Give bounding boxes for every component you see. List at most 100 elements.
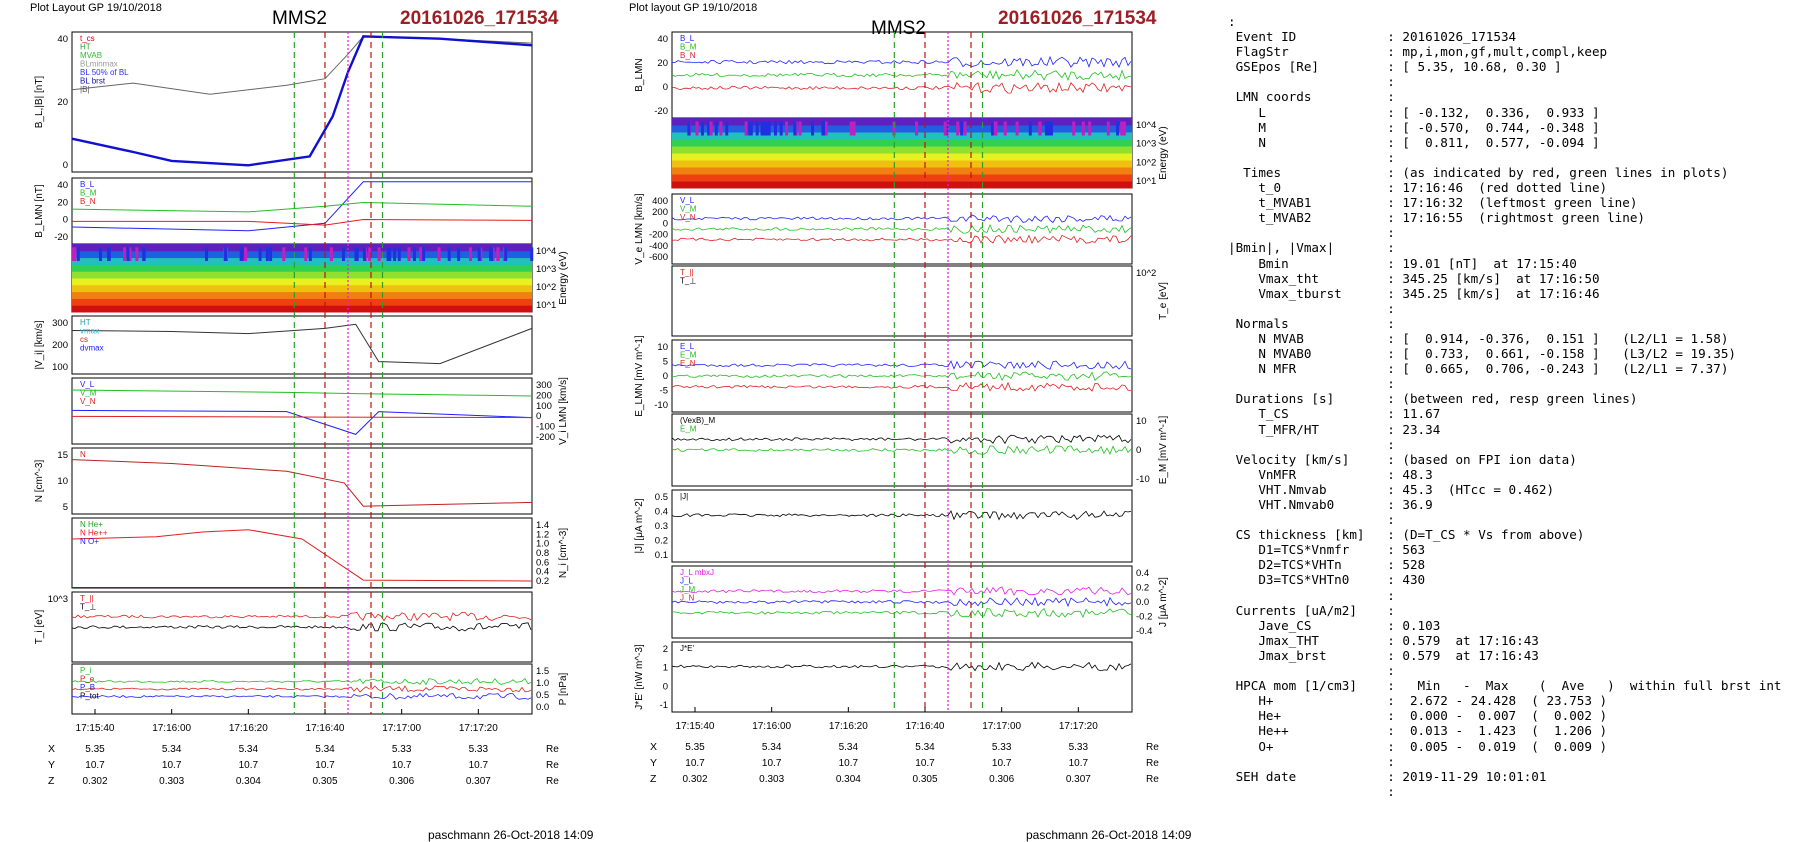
- panel-frame: [71, 177, 533, 245]
- spectrogram-band: [672, 160, 1132, 168]
- legend-entry: P_tot: [80, 692, 99, 701]
- position-value: 5.34: [762, 742, 782, 753]
- y-tick-label: -10: [654, 400, 668, 411]
- position-row-label: Y: [48, 759, 55, 771]
- position-unit: Re: [546, 760, 559, 771]
- trace-line: [71, 622, 532, 632]
- legend-entry: (VexB)_M: [680, 416, 715, 425]
- legend-entry: N He++: [80, 529, 108, 538]
- legend-entry: T_||: [680, 268, 694, 277]
- y-tick-label: 10^3: [536, 264, 556, 275]
- spectrogram-band: [672, 181, 1132, 189]
- spectrogram-noise: [477, 247, 481, 261]
- energy-spectrogram: [672, 118, 1132, 189]
- left-plot-header: Plot Layout GP 19/10/2018: [30, 2, 162, 14]
- spectrogram-noise: [892, 121, 896, 136]
- trace-line: [671, 55, 1132, 69]
- y-tick-label: 0: [63, 215, 68, 226]
- y-tick-label: 5: [63, 502, 68, 513]
- spectrogram-noise: [1116, 121, 1120, 136]
- y-tick-label: -5: [660, 386, 668, 397]
- spectrogram-noise: [377, 247, 381, 261]
- legend-entry: E_M: [680, 351, 697, 360]
- y-tick-label: 0.2: [1136, 583, 1149, 594]
- legend-entry: J_L mbxJ: [680, 568, 714, 577]
- spectrogram-noise: [244, 247, 248, 261]
- y-tick-label: 0.3: [655, 521, 668, 532]
- y-tick-label: 0.6: [536, 557, 549, 568]
- legend-entry: J_L: [680, 577, 693, 586]
- energy-spectrogram: [72, 244, 534, 313]
- legend-entry: |J|: [680, 492, 688, 501]
- position-value: 10.7: [392, 760, 412, 771]
- legend-entry: J*E': [680, 644, 694, 653]
- spectrogram-noise: [388, 247, 392, 261]
- spectrogram-noise: [106, 247, 110, 261]
- spectrogram-noise: [530, 247, 534, 261]
- y-axis-label: |J| [μA m^-2]: [634, 498, 645, 553]
- y-tick-label: -600: [649, 252, 668, 263]
- trace-line: [71, 685, 532, 693]
- spectrogram-noise: [457, 247, 461, 261]
- y-tick-label: 200: [52, 340, 68, 351]
- y-axis-label: E_LMN [mV m^-1]: [634, 335, 645, 417]
- legend-entry: B_L: [680, 34, 695, 43]
- y-tick-label: 0.0: [1136, 597, 1149, 608]
- spectrogram-band: [672, 167, 1132, 175]
- spectrogram-noise: [1015, 121, 1019, 136]
- position-value: 10.7: [162, 760, 182, 771]
- spectrogram-noise: [258, 247, 262, 261]
- legend-entry: J_M: [680, 585, 695, 594]
- y-tick-label: 0.1: [655, 550, 668, 561]
- y-tick-label: 10^3: [1136, 139, 1156, 150]
- spectrogram-noise: [135, 247, 139, 261]
- spectrogram-band: [672, 125, 1132, 133]
- y-tick-label: 10^1: [536, 300, 556, 311]
- spectrogram-noise: [994, 121, 998, 136]
- position-value: 5.34: [315, 744, 335, 755]
- spectrogram-noise: [915, 121, 919, 136]
- x-tick-label: 17:17:20: [1059, 721, 1098, 732]
- spectrogram-band: [672, 118, 1132, 126]
- y-tick-label: 0: [536, 411, 541, 422]
- panel-frame: [71, 377, 533, 445]
- spectrogram-noise: [98, 247, 102, 261]
- y-tick-label: 10^1: [1136, 176, 1156, 187]
- legend-entry: T_⊥: [80, 603, 96, 612]
- position-value: 0.307: [466, 776, 491, 787]
- position-value: 0.303: [159, 776, 184, 787]
- legend-entry: B_M: [680, 43, 697, 52]
- spectrogram-noise: [437, 247, 441, 261]
- series-line-n-he-: [71, 529, 533, 582]
- y-tick-label: 40: [57, 34, 68, 45]
- y-tick-label: 0: [663, 82, 668, 93]
- spectrogram-noise: [126, 247, 130, 261]
- panel-frame: [71, 663, 533, 715]
- spectrogram-noise: [368, 247, 372, 261]
- legend-entry: BL 50% of BL: [80, 68, 129, 77]
- spectrogram-noise: [128, 247, 132, 261]
- y-tick-label: -0.2: [1136, 612, 1152, 623]
- legend-entry: V_L: [680, 196, 695, 205]
- spectrogram-noise: [329, 247, 333, 261]
- spectrogram-noise: [468, 247, 472, 261]
- left-plot-title: MMS2: [272, 8, 327, 29]
- position-unit: Re: [546, 776, 559, 787]
- y-tick-label: -10: [1136, 474, 1150, 485]
- panel-frame: [671, 193, 1133, 265]
- y-tick-label: -1: [660, 700, 668, 711]
- right-plot-title: MMS2: [871, 18, 926, 39]
- legend-entry: B_N: [80, 197, 96, 206]
- spectrogram-noise: [943, 121, 947, 136]
- y-axis-label: N_i [cm^-3]: [558, 528, 569, 578]
- position-value: 0.307: [1066, 774, 1091, 785]
- spectrogram-band: [72, 271, 532, 279]
- spectrogram-band: [72, 305, 532, 313]
- spectrogram-band: [672, 153, 1132, 161]
- spectrogram-noise: [793, 121, 797, 136]
- series-line-b-n: [72, 218, 533, 226]
- spectrogram-noise: [123, 247, 127, 261]
- trace-line: [671, 69, 1132, 82]
- trace-line: [671, 214, 1132, 224]
